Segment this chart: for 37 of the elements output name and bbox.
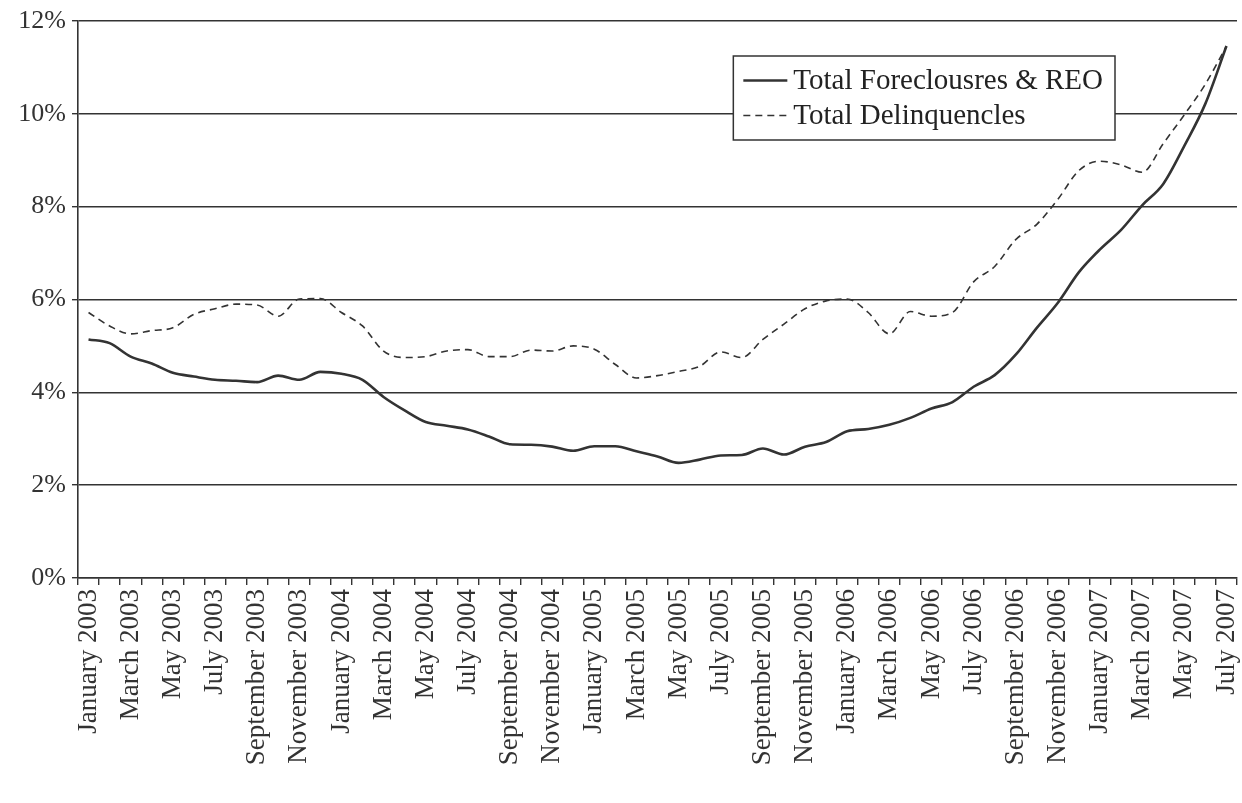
x-tick-label: November 2005 [788,589,819,764]
x-tick-label: May 2004 [408,588,439,700]
x-tick-label: September 2005 [745,589,776,766]
x-tick-label: May 2006 [914,589,945,700]
y-tick-label: 2% [31,468,66,498]
x-tick-label: March 2005 [619,589,650,721]
x-tick-label: July 2007 [1209,589,1240,695]
x-tick-label: March 2006 [872,589,903,721]
x-tick-label: September 2006 [998,589,1029,766]
x-tick-label: September 2003 [240,589,271,766]
y-tick-label: 10% [18,97,66,127]
x-tick-label: July 2005 [703,589,734,695]
x-tick-label: November 2003 [282,589,313,764]
legend-label: Total Foreclousres & REO [793,63,1103,96]
x-tick-label: January 2003 [71,589,102,734]
y-tick-label: 0% [31,561,66,591]
x-tick-label: May 2003 [155,589,186,700]
x-tick-label: January 2006 [830,589,861,734]
y-tick-label: 8% [31,190,66,220]
x-tick-label: July 2004 [450,588,481,695]
x-tick-label: May 2007 [1167,589,1198,700]
legend-label: Total Delinquencles [793,98,1026,131]
y-tick-label: 12% [18,4,66,34]
x-tick-label: September 2004 [493,588,524,766]
x-tick-label: March 2004 [366,588,397,721]
x-tick-label: March 2003 [113,589,144,721]
y-tick-label: 6% [31,283,66,313]
x-tick-label: November 2006 [1040,589,1071,764]
x-tick-label: November 2004 [535,588,566,764]
x-tick-label: July 2003 [198,589,229,695]
x-tick-label: January 2005 [577,589,608,734]
x-tick-label: January 2004 [324,588,355,734]
x-tick-label: January 2007 [1083,589,1114,734]
x-tick-label: July 2006 [956,589,987,695]
y-tick-label: 4% [31,376,66,406]
x-tick-label: March 2007 [1125,589,1156,721]
x-tick-label: May 2005 [661,589,692,700]
